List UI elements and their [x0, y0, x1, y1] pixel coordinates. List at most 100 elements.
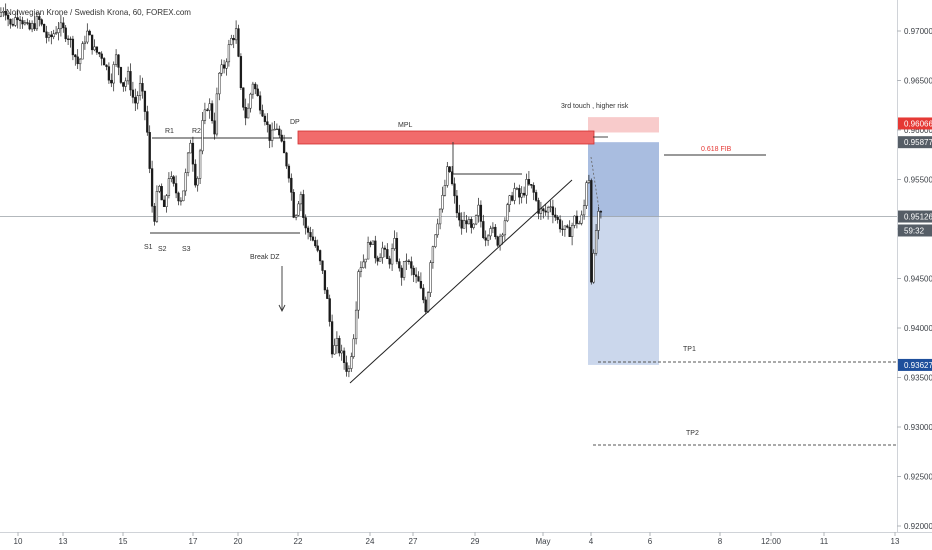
- candle-body: [275, 128, 279, 131]
- time-axis[interactable]: 10 13 15 17 20 22 24 27 29 May 4 6 8 12:00 11 13: [14, 532, 900, 546]
- candle-body: [45, 31, 48, 38]
- price-tag-box: [898, 358, 932, 371]
- candle-body: [554, 214, 557, 218]
- annotation-dp: DP: [290, 119, 300, 126]
- annotation-s2: S2: [158, 246, 167, 253]
- y-tick-label: 0.92000: [904, 522, 932, 531]
- candle-body: [335, 338, 339, 346]
- ascending-trendline: [349, 179, 573, 384]
- candle-body: [263, 115, 267, 122]
- candle-body: [458, 212, 461, 221]
- candle-body: [203, 109, 207, 121]
- candle-body: [69, 38, 72, 40]
- candle-body: [86, 30, 89, 43]
- candle-body: [534, 192, 538, 201]
- candle-body: [575, 215, 579, 224]
- candle-body: [453, 183, 456, 197]
- y-tick-label: 0.94000: [904, 324, 932, 333]
- candle-body: [597, 211, 600, 231]
- candle-body: [110, 79, 113, 84]
- candle-body: [525, 179, 528, 196]
- candle-body: [16, 17, 19, 21]
- candle-body: [419, 280, 423, 289]
- candle-body: [436, 223, 439, 236]
- candle-body: [402, 261, 406, 278]
- candle-body: [484, 237, 487, 241]
- candle-body: [537, 200, 540, 214]
- candle-body: [285, 152, 288, 167]
- candle-body: [410, 261, 413, 269]
- candle-body: [194, 163, 197, 186]
- candle-body: [182, 190, 185, 202]
- candle-body: [489, 228, 492, 237]
- candle-body: [465, 220, 468, 225]
- candle-body: [186, 152, 190, 173]
- candle-body: [333, 345, 336, 355]
- candle-body: [342, 350, 346, 363]
- candle-body: [434, 234, 437, 247]
- candle-body: [218, 72, 221, 95]
- candle-body: [561, 228, 564, 230]
- candle-body: [460, 219, 463, 229]
- candle-body: [510, 195, 514, 201]
- candle-body: [174, 183, 178, 194]
- x-tick-label: 15: [119, 537, 128, 546]
- x-tick-label: 24: [366, 537, 375, 546]
- candle-body: [494, 226, 497, 238]
- candle-body: [412, 267, 415, 276]
- x-tick-label: 6: [648, 537, 653, 546]
- candle-body: [328, 298, 331, 322]
- candle-body: [179, 200, 183, 202]
- x-tick-label: 13: [59, 537, 68, 546]
- candle-body: [546, 207, 550, 213]
- candle-body: [189, 142, 192, 154]
- candle-body: [287, 165, 291, 179]
- candle-body: [100, 53, 103, 59]
- candle-body: [357, 271, 360, 311]
- candle-body: [227, 44, 231, 63]
- candle-body: [278, 128, 281, 136]
- candle-body: [302, 194, 305, 218]
- candle-body: [513, 188, 516, 201]
- price-tag-box: [898, 136, 932, 149]
- candle-body: [105, 64, 108, 67]
- candle-body: [40, 19, 43, 25]
- candle-body: [422, 287, 425, 301]
- candle-body: [47, 34, 51, 38]
- candle-body: [83, 41, 87, 44]
- candle-body: [362, 261, 365, 268]
- candle-body: [326, 289, 329, 299]
- candle-body: [119, 67, 123, 83]
- x-tick-label: May: [535, 537, 550, 546]
- candle-body: [6, 14, 10, 20]
- price-tag-label: 0.95126: [904, 213, 932, 222]
- candle-body: [448, 166, 451, 173]
- x-tick-label: 29: [471, 537, 480, 546]
- candle-body: [201, 120, 204, 152]
- candle-body: [239, 56, 243, 89]
- candle-body: [134, 97, 137, 104]
- candle-body: [438, 208, 442, 225]
- candle-body: [220, 64, 223, 74]
- candle-body: [417, 276, 420, 282]
- candle-body: [398, 261, 401, 269]
- candle-body: [196, 178, 199, 186]
- x-tick-label: 8: [718, 537, 723, 546]
- candle-body: [599, 211, 603, 213]
- candle-body: [162, 199, 166, 207]
- x-tick-label: 17: [189, 537, 198, 546]
- candle-body: [76, 56, 79, 65]
- candle-body: [498, 235, 502, 246]
- candle-body: [393, 238, 396, 249]
- candle-body: [506, 204, 509, 222]
- annotation-r2: R2: [192, 128, 201, 135]
- candle-body: [88, 30, 91, 36]
- candle-body: [141, 83, 144, 92]
- candle-body: [50, 34, 53, 38]
- annotation-s1: S1: [144, 244, 153, 251]
- candle-body: [246, 107, 250, 119]
- candle-body: [503, 220, 507, 236]
- candle-body: [477, 204, 480, 216]
- candle-body: [316, 245, 319, 251]
